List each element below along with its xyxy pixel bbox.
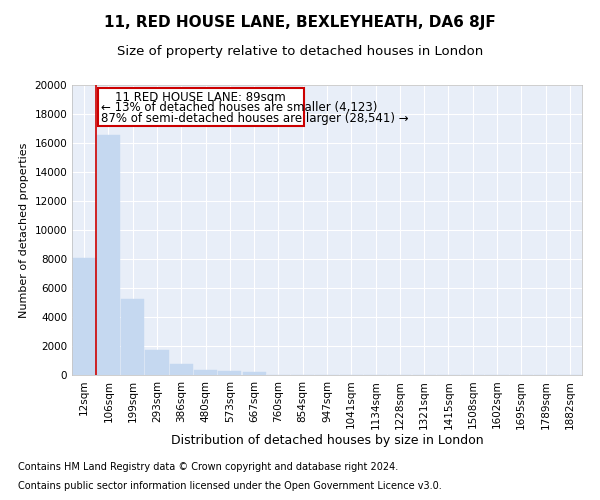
Text: Contains public sector information licensed under the Open Government Licence v3: Contains public sector information licen… [18, 481, 442, 491]
Y-axis label: Number of detached properties: Number of detached properties [19, 142, 29, 318]
Text: ← 13% of detached houses are smaller (4,123): ← 13% of detached houses are smaller (4,… [101, 101, 377, 114]
FancyBboxPatch shape [97, 88, 304, 126]
X-axis label: Distribution of detached houses by size in London: Distribution of detached houses by size … [170, 434, 484, 447]
Bar [145, 350, 169, 375]
Bar [97, 135, 120, 375]
Bar [194, 370, 217, 375]
Bar [170, 364, 193, 375]
Text: Size of property relative to detached houses in London: Size of property relative to detached ho… [117, 45, 483, 58]
Text: Contains HM Land Registry data © Crown copyright and database right 2024.: Contains HM Land Registry data © Crown c… [18, 462, 398, 472]
Text: 11 RED HOUSE LANE: 89sqm: 11 RED HOUSE LANE: 89sqm [115, 91, 286, 104]
Text: 87% of semi-detached houses are larger (28,541) →: 87% of semi-detached houses are larger (… [101, 112, 409, 126]
Bar [218, 371, 241, 375]
Text: 11, RED HOUSE LANE, BEXLEYHEATH, DA6 8JF: 11, RED HOUSE LANE, BEXLEYHEATH, DA6 8JF [104, 15, 496, 30]
Bar [121, 299, 144, 375]
Bar [242, 372, 266, 375]
Bar [73, 258, 95, 375]
